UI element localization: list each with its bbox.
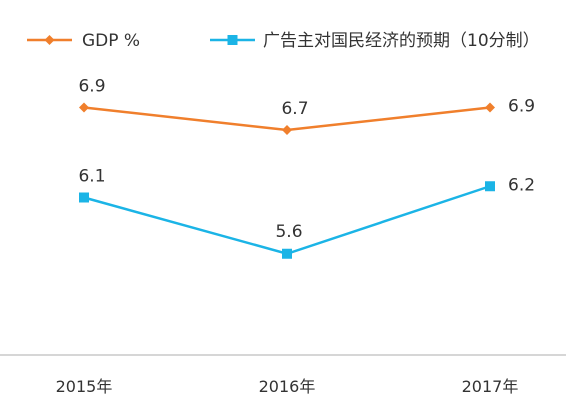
data-point (282, 125, 292, 135)
x-tick-label: 2015年 (56, 377, 113, 396)
legend-marker-0 (44, 35, 55, 45)
data-point (485, 102, 495, 113)
data-label: 6.7 (281, 99, 308, 119)
legend-marker-1 (227, 35, 238, 45)
data-label: 6.9 (508, 97, 535, 117)
data-point (282, 248, 292, 259)
data-point (79, 192, 89, 203)
x-tick-label: 2016年 (259, 377, 316, 396)
series-layer: 6.9 6.7 6.9 6.1 5.6 6.2 (78, 77, 535, 259)
legend-label-0: GDP % (82, 31, 140, 51)
legend-label-1: 广告主对国民经济的预期（10分制） (263, 31, 540, 51)
data-point (79, 102, 89, 113)
data-label: 6.2 (508, 175, 535, 195)
data-label: 5.6 (275, 222, 302, 242)
data-label: 6.1 (78, 167, 105, 187)
x-axis-ticks: 2015年 2016年 2017年 (56, 377, 519, 396)
series-line-1 (83, 185, 491, 256)
x-tick-label: 2017年 (462, 377, 519, 396)
data-label: 6.9 (78, 77, 105, 97)
series-1: 6.1 5.6 6.2 (78, 167, 535, 259)
data-point (485, 181, 495, 192)
legend: GDP % 广告主对国民经济的预期（10分制） (27, 31, 540, 51)
series-0: 6.9 6.7 6.9 (78, 77, 535, 135)
